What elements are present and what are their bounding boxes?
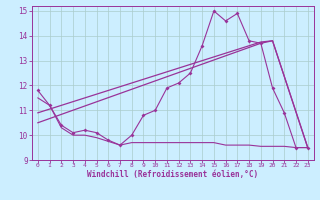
X-axis label: Windchill (Refroidissement éolien,°C): Windchill (Refroidissement éolien,°C) <box>87 170 258 179</box>
